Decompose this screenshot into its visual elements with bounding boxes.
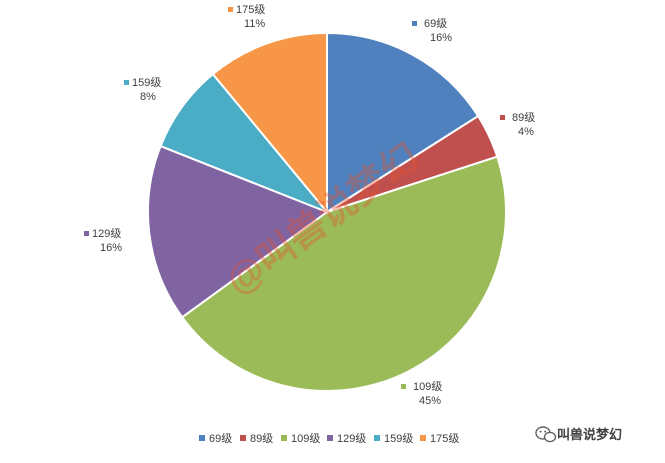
data-label-marker — [412, 21, 417, 26]
legend-swatch — [240, 435, 246, 441]
data-label-percent: 45% — [419, 395, 441, 407]
data-label-category: 175级 — [236, 3, 265, 16]
wechat-mark: 叫兽说梦幻 — [535, 426, 622, 443]
data-label-2: 109级 45% — [401, 380, 442, 407]
wechat-icon — [535, 426, 557, 443]
data-label-percent: 4% — [518, 126, 534, 138]
legend-label: 159级 — [384, 432, 413, 445]
legend-label: 69级 — [209, 432, 232, 445]
pie-slice-2 — [180, 155, 507, 392]
legend-swatch — [199, 435, 205, 441]
legend-item: 109级 — [281, 432, 320, 445]
legend-item: 159级 — [374, 432, 413, 445]
legend-swatch — [420, 435, 426, 441]
data-label-percent: 8% — [140, 91, 156, 103]
data-label-category: 69级 — [424, 17, 447, 30]
data-label-percent: 11% — [244, 18, 265, 30]
legend-item: 175级 — [420, 432, 459, 445]
legend-label: 89级 — [250, 432, 273, 445]
data-label-category: 159级 — [132, 76, 161, 89]
legend-item: 129级 — [327, 432, 366, 445]
pie-slice-4 — [159, 72, 328, 213]
data-label-5: 175级 11% — [228, 3, 265, 30]
chart-legend: 69级 89级 109级 129级 159级 175级 — [199, 432, 459, 445]
legend-label: 129级 — [337, 432, 366, 445]
legend-swatch — [374, 435, 380, 441]
data-label-marker — [401, 384, 406, 389]
legend-swatch — [281, 435, 287, 441]
pie-slice-0 — [326, 31, 480, 214]
data-label-marker — [84, 231, 89, 236]
data-label-percent: 16% — [100, 242, 122, 254]
legend-label: 175级 — [430, 432, 459, 445]
wechat-account-name: 叫兽说梦幻 — [557, 427, 622, 442]
data-label-category: 129级 — [92, 227, 121, 240]
data-label-marker — [124, 80, 129, 85]
data-label-3: 129级 16% — [84, 227, 122, 254]
pie-slice-5 — [211, 31, 328, 215]
data-label-marker — [228, 7, 233, 12]
legend-item: 69级 — [199, 432, 232, 445]
data-label-category: 89级 — [512, 111, 535, 124]
data-label-category: 109级 — [413, 380, 442, 393]
pie-slices — [147, 31, 507, 392]
data-label-4: 159级 8% — [124, 76, 161, 103]
data-label-marker — [500, 115, 505, 120]
legend-item: 89级 — [240, 432, 273, 445]
data-label-percent: 16% — [430, 32, 452, 44]
pie-slice-3 — [147, 144, 330, 319]
legend-swatch — [327, 435, 333, 441]
legend-label: 109级 — [291, 432, 320, 445]
